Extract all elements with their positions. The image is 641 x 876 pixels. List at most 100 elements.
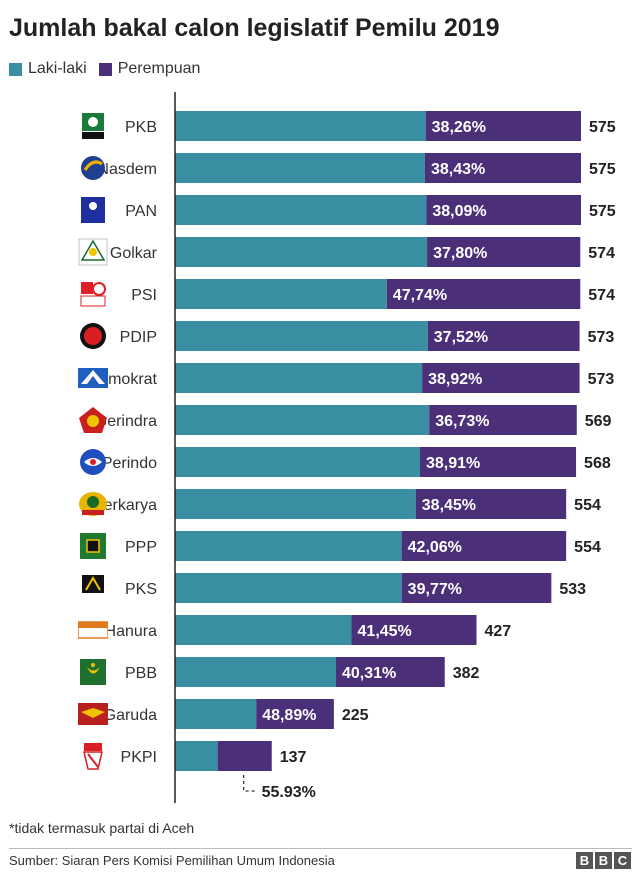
- bar-laki-laki: [175, 279, 387, 309]
- hanura-logo: [77, 616, 109, 644]
- chart-legend: Laki-laki Perempuan: [9, 59, 212, 79]
- total-label: 568: [584, 455, 611, 472]
- total-label: 573: [588, 329, 615, 346]
- perindo-logo: [78, 448, 108, 476]
- percent-label: 40,31%: [342, 665, 396, 682]
- legend-label-perempuan: Perempuan: [117, 60, 201, 77]
- total-label: 533: [559, 581, 586, 598]
- bar-laki-laki: [175, 489, 416, 519]
- total-label: 574: [588, 245, 615, 262]
- bbc-logo-letter: C: [614, 852, 631, 869]
- category-label: PAN: [125, 203, 157, 220]
- pbb-logo: [78, 658, 108, 686]
- total-label: 554: [574, 497, 601, 514]
- bar-perempuan: [351, 615, 477, 645]
- total-label: 573: [588, 371, 615, 388]
- bar-laki-laki: [175, 363, 423, 393]
- percent-label: 55.93%: [262, 784, 316, 801]
- bar-perempuan: [427, 321, 580, 351]
- percent-label: 39,77%: [408, 581, 462, 598]
- percent-label: 47,74%: [393, 287, 447, 304]
- bar-laki-laki: [175, 573, 402, 603]
- total-label: 575: [589, 161, 616, 178]
- bar-laki-laki: [175, 447, 421, 477]
- footnote: *tidak termasuk partai di Aceh: [9, 820, 195, 836]
- total-label: 225: [342, 707, 369, 724]
- percent-label: 38,45%: [422, 497, 476, 514]
- category-label: PDIP: [120, 329, 157, 346]
- bar-laki-laki: [175, 657, 336, 687]
- legend-label-laki: Laki-laki: [28, 60, 87, 77]
- bbc-logo: B B C: [576, 852, 631, 869]
- bar-laki-laki: [175, 195, 427, 225]
- nasdem-logo: [78, 154, 108, 182]
- bbc-logo-letter: B: [576, 852, 593, 869]
- chart-title: Jumlah bakal calon legislatif Pemilu 201…: [9, 14, 500, 42]
- category-label: PBB: [125, 665, 157, 682]
- ppp-logo: [78, 532, 108, 560]
- percent-label: 36,73%: [435, 413, 489, 430]
- source-note: Sumber: Siaran Pers Komisi Pemilihan Umu…: [9, 853, 335, 868]
- percent-leader-line: [242, 775, 258, 792]
- gerindra-logo: [78, 406, 108, 434]
- legend-swatch-laki: [9, 62, 22, 76]
- bar-perempuan: [386, 279, 581, 309]
- percent-label: 37,80%: [433, 245, 487, 262]
- bar-perempuan: [429, 405, 577, 435]
- total-label: 569: [585, 413, 612, 430]
- bar-perempuan: [256, 699, 334, 729]
- bar-laki-laki: [175, 531, 402, 561]
- pkpi-logo: [78, 742, 108, 770]
- bar-perempuan: [420, 447, 577, 477]
- pks-logo: [78, 574, 108, 602]
- total-label: 574: [588, 287, 615, 304]
- bar-perempuan: [335, 657, 445, 687]
- category-label: Gerindra: [95, 413, 157, 430]
- category-label: Hanura: [105, 623, 158, 640]
- golkar-logo: [78, 238, 108, 266]
- category-label: PPP: [125, 539, 157, 556]
- category-label: PSI: [131, 287, 157, 304]
- percent-label: 41,45%: [358, 623, 412, 640]
- bar-laki-laki: [175, 405, 430, 435]
- bar-laki-laki: [175, 237, 428, 267]
- bar-perempuan: [425, 111, 581, 141]
- category-label: Berkarya: [93, 497, 157, 514]
- bar-laki-laki: [175, 111, 426, 141]
- footer-divider: [9, 848, 632, 849]
- bar-chart: PKB 575 38,26% Nasdem 575 38,43% PAN 575 38,09% G…: [88, 92, 616, 803]
- category-label: PKPI: [121, 749, 157, 766]
- percent-label: 38,91%: [426, 455, 480, 472]
- bar-perempuan: [427, 237, 581, 267]
- percent-label: 42,06%: [408, 539, 462, 556]
- total-label: 427: [484, 623, 511, 640]
- pdip-logo: [78, 322, 108, 350]
- bar-perempuan: [401, 531, 567, 561]
- demokrat-logo: [78, 364, 108, 392]
- bar-laki-laki: [175, 699, 257, 729]
- bar-laki-laki: [175, 741, 218, 771]
- total-label: 382: [453, 665, 480, 682]
- category-label: Nasdem: [97, 161, 157, 178]
- legend-item-laki: Laki-laki: [9, 60, 87, 78]
- percent-label: 38,26%: [432, 119, 486, 136]
- bar-perempuan: [415, 489, 567, 519]
- percent-label: 38,43%: [431, 161, 485, 178]
- bbc-logo-letter: B: [595, 852, 612, 869]
- bar-perempuan: [217, 741, 272, 771]
- bar-laki-laki: [175, 153, 425, 183]
- category-label: Golkar: [110, 245, 158, 262]
- bar-perempuan: [426, 195, 581, 225]
- percent-label: 38,92%: [428, 371, 482, 388]
- bar-perempuan: [401, 573, 552, 603]
- legend-swatch-perempuan: [98, 62, 112, 76]
- bar-laki-laki: [175, 321, 428, 351]
- psi-logo: [78, 280, 108, 308]
- total-label: 575: [589, 203, 616, 220]
- category-label: Perindo: [102, 455, 157, 472]
- bar-perempuan: [424, 153, 581, 183]
- percent-label: 38,09%: [432, 203, 486, 220]
- legend-item-perempuan: Perempuan: [98, 60, 201, 78]
- percent-label: 48,89%: [262, 707, 316, 724]
- category-label: PKS: [125, 581, 157, 598]
